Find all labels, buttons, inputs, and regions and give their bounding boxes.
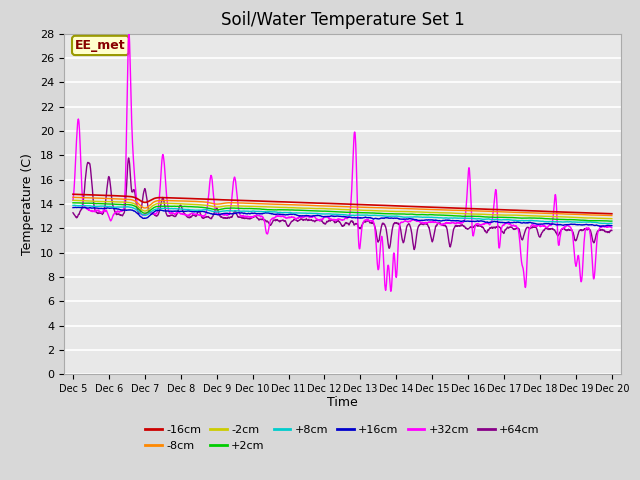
Title: Soil/Water Temperature Set 1: Soil/Water Temperature Set 1 <box>221 11 464 29</box>
Legend: -16cm, -8cm, -2cm, +2cm, +8cm, +16cm, +32cm, +64cm: -16cm, -8cm, -2cm, +2cm, +8cm, +16cm, +3… <box>141 421 544 456</box>
Text: EE_met: EE_met <box>75 39 126 52</box>
X-axis label: Time: Time <box>327 396 358 408</box>
Y-axis label: Temperature (C): Temperature (C) <box>22 153 35 255</box>
